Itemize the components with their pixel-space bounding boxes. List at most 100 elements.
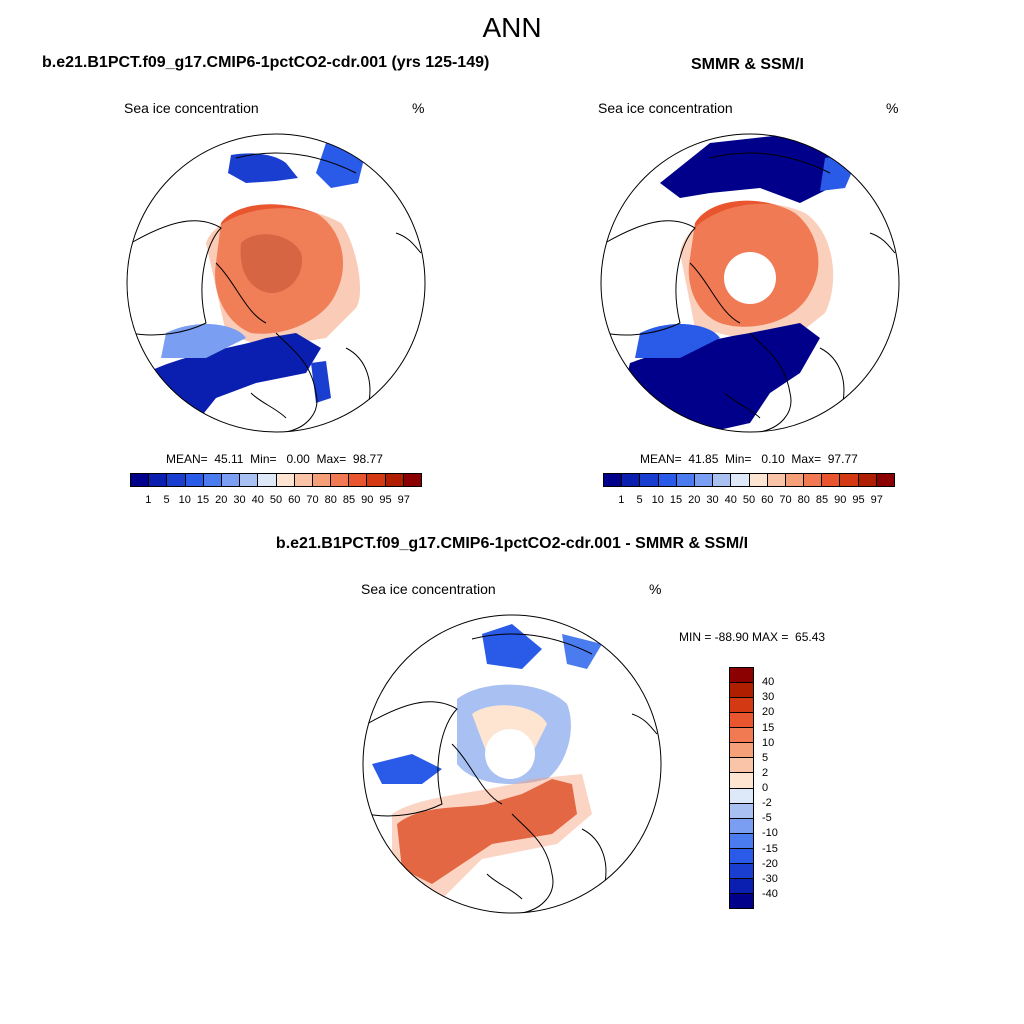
- model-colorbar-swatch: [258, 474, 277, 486]
- obs-colorbar: [603, 473, 895, 487]
- diff-hudson-deficit: [372, 754, 442, 784]
- model-colorbar-swatch: [149, 474, 168, 486]
- model-ice-labrador: [146, 333, 321, 423]
- diff-colorbar-swatch: [730, 848, 753, 864]
- diff-colorbar-swatch: [730, 713, 753, 729]
- diff-colorbar-swatch: [730, 743, 753, 759]
- model-field-label: Sea ice concentration: [124, 100, 259, 116]
- diff-colorbar-tick-label: 40: [762, 676, 775, 689]
- diff-colorbar-swatch: [730, 833, 753, 849]
- model-colorbar-swatch: [276, 474, 295, 486]
- obs-colorbar-swatch: [749, 474, 768, 486]
- model-colorbar-swatch: [185, 474, 204, 486]
- diff-atlantic-excess-outer: [392, 774, 592, 899]
- obs-colorbar-swatch: [676, 474, 695, 486]
- model-colorbar-tick-label: 20: [215, 494, 228, 506]
- diff-colorbar-swatch: [730, 788, 753, 804]
- model-colorbar-swatch: [367, 474, 386, 486]
- diff-colorbar-tick-label: -40: [762, 887, 778, 900]
- obs-colorbar-tick-label: 5: [636, 494, 643, 506]
- obs-ice-atlantic: [620, 323, 820, 432]
- model-colorbar-tick-label: 5: [163, 494, 170, 506]
- diff-atlantic-excess: [397, 779, 577, 884]
- obs-colorbar-tick-label: 20: [688, 494, 701, 506]
- diff-colorbar-swatch: [730, 803, 753, 819]
- obs-field-label: Sea ice concentration: [598, 100, 733, 116]
- obs-pole-hole: [724, 252, 776, 304]
- diff-colorbar-tick-label: -5: [762, 812, 772, 825]
- model-ice-hudson: [161, 323, 246, 358]
- diff-colorbar-swatch: [730, 728, 753, 744]
- diff-colorbar-swatch: [730, 758, 753, 774]
- obs-polar-map: [600, 133, 900, 433]
- diff-colorbar-swatch: [730, 698, 753, 714]
- obs-colorbar-swatch: [658, 474, 677, 486]
- model-colorbar-swatch: [240, 474, 259, 486]
- diff-colorbar-tick-label: 30: [762, 691, 775, 704]
- diff-colorbar-tick-label: -15: [762, 842, 778, 855]
- diff-coastlines: [366, 633, 658, 913]
- obs-colorbar-tick-label: 97: [870, 494, 883, 506]
- obs-panel-title: SMMR & SSM/I: [691, 56, 804, 73]
- obs-colorbar-tick-label: 95: [852, 494, 865, 506]
- obs-colorbar-tick-label: 10: [651, 494, 664, 506]
- diff-colorbar-swatch: [730, 878, 753, 894]
- model-colorbar-tick-label: 40: [251, 494, 264, 506]
- model-colorbar-tick-label: 70: [306, 494, 319, 506]
- obs-colorbar-tick-label: 30: [706, 494, 719, 506]
- diff-stats: MIN = -88.90 MAX = 65.43: [679, 630, 826, 644]
- obs-colorbar-swatch: [822, 474, 841, 486]
- model-colorbar-swatch: [385, 474, 404, 486]
- model-colorbar-swatch: [312, 474, 332, 486]
- model-ice-pacific-top: [228, 153, 298, 183]
- diff-pacific-deficit: [482, 624, 542, 669]
- model-colorbar-tick-label: 97: [397, 494, 410, 506]
- diff-colorbar-tick-label: 10: [762, 736, 775, 749]
- model-colorbar-tick-label: 90: [361, 494, 374, 506]
- obs-colorbar-swatch: [840, 474, 859, 486]
- obs-ice-pacific-top: [660, 134, 860, 203]
- obs-colorbar-tick-label: 60: [761, 494, 774, 506]
- model-stats: MEAN= 45.11 Min= 0.00 Max= 98.77: [166, 452, 383, 466]
- model-units-label: %: [412, 100, 425, 116]
- model-colorbar-tick-label: 1: [145, 494, 152, 506]
- diff-colorbar-swatch: [730, 863, 753, 879]
- diff-colorbar-tick-label: 15: [762, 721, 775, 734]
- obs-colorbar-swatch: [622, 474, 641, 486]
- model-polar-map: [126, 133, 426, 433]
- obs-colorbar-tick-label: 85: [815, 494, 829, 506]
- diff-colorbar-tick-label: -20: [762, 857, 778, 870]
- model-colorbar-tick-label: 80: [324, 494, 337, 506]
- model-colorbar-tick-label: 85: [342, 494, 356, 506]
- figure-title: ANN: [482, 12, 542, 43]
- model-colorbar-swatch: [331, 474, 350, 486]
- obs-colorbar-swatch: [694, 474, 714, 486]
- diff-polar-map: [362, 614, 662, 914]
- diff-colorbar-ticks: 40 30 20 15 10 5 2 0 -2 -5 -10 -15 -20 -30 -40: [762, 667, 802, 909]
- model-colorbar-swatch: [221, 474, 241, 486]
- diff-colorbar-tick-label: -10: [762, 827, 778, 840]
- obs-colorbar-swatch: [858, 474, 877, 486]
- obs-colorbar-swatch: [785, 474, 805, 486]
- obs-colorbar-tick-label: 90: [834, 494, 847, 506]
- diff-colorbar-swatch: [730, 683, 753, 699]
- obs-ice-hudson: [635, 323, 720, 358]
- diff-bering-deficit: [562, 634, 602, 669]
- obs-colorbar-swatch: [804, 474, 823, 486]
- model-colorbar: [130, 473, 422, 487]
- diff-colorbar-tick-label: 0: [762, 782, 769, 794]
- diff-colorbar: [729, 667, 754, 909]
- model-colorbar-tick-label: 10: [178, 494, 191, 506]
- model-colorbar-ticks: 1 5 10 15 20 30 40 50 60 70 80 85 90 95 97: [130, 494, 422, 508]
- diff-pole-hole: [485, 729, 535, 779]
- model-colorbar-tick-label: 30: [233, 494, 246, 506]
- diff-colorbar-swatch: [730, 773, 753, 789]
- model-colorbar-swatch: [349, 474, 368, 486]
- model-panel-title: b.e21.B1PCT.f09_g17.CMIP6-1pctCO2-cdr.00…: [42, 54, 490, 71]
- diff-colorbar-swatch: [730, 818, 753, 834]
- model-colorbar-swatch: [294, 474, 313, 486]
- model-colorbar-swatch: [131, 474, 150, 486]
- diff-colorbar-tick-label: 5: [762, 751, 769, 764]
- obs-colorbar-tick-label: 80: [797, 494, 810, 506]
- model-colorbar-swatch: [203, 474, 222, 486]
